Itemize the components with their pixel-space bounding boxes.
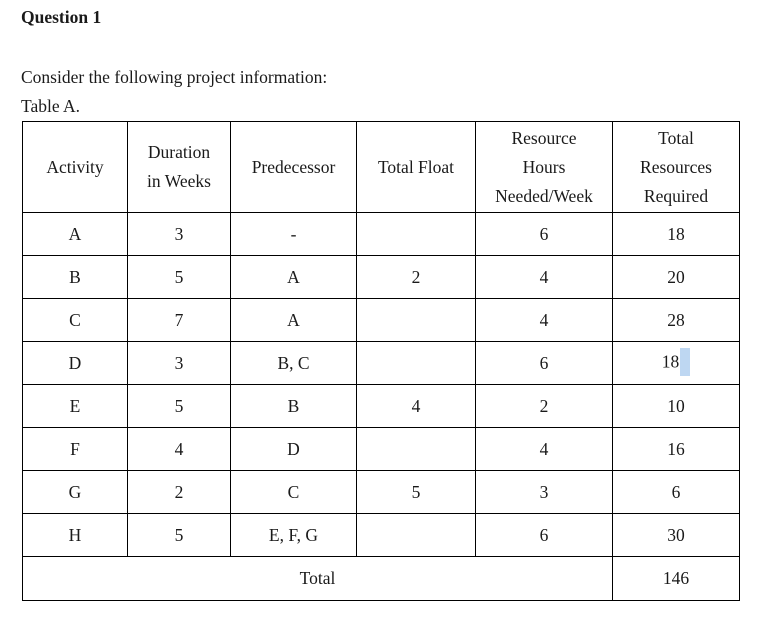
table-row-e: E 5 B 4 2 10: [22, 384, 740, 428]
cell-total-float: [356, 513, 476, 557]
table-caption: Table A.: [21, 96, 81, 116]
header-total-resources: Total Resources Required: [612, 121, 740, 213]
cell-duration: 4: [127, 427, 231, 471]
table-footer-value: 146: [612, 556, 740, 601]
cell-resource-hours: 3: [475, 470, 613, 514]
cell-activity: D: [22, 341, 128, 385]
intro-text: Consider the following project informati…: [21, 67, 328, 87]
cell-resource-hours: 2: [475, 384, 613, 428]
table-row-c: C 7 A 4 28: [22, 298, 740, 342]
cell-activity: C: [22, 298, 128, 342]
cell-activity: H: [22, 513, 128, 557]
intro-block: Consider the following project informati…: [21, 63, 748, 121]
cell-total-float: 5: [356, 470, 476, 514]
cell-resource-hours: 4: [475, 255, 613, 299]
text-selection-highlight: [680, 347, 691, 376]
page-title: Question 1: [21, 7, 102, 27]
table-footer-row: Total 146: [22, 556, 740, 601]
cell-total-resources: 20: [612, 255, 740, 299]
table-row-a: A 3 - 6 18: [22, 212, 740, 256]
header-total-float: Total Float: [356, 121, 476, 213]
table-row-h: H 5 E, F, G 6 30: [22, 513, 740, 557]
table-footer-label: Total: [22, 556, 613, 601]
header-resource-hours: Resource Hours Needed/Week: [475, 121, 613, 213]
cell-total-float: [356, 341, 476, 385]
header-activity: Activity: [22, 121, 128, 213]
cell-activity: F: [22, 427, 128, 471]
table-row-g: G 2 C 5 3 6: [22, 470, 740, 514]
cell-total-float: 4: [356, 384, 476, 428]
cell-total-resources: 28: [612, 298, 740, 342]
cell-value: 18: [661, 351, 680, 372]
cell-duration: 5: [127, 384, 231, 428]
cell-total-float: 2: [356, 255, 476, 299]
table-body: A 3 - 6 18 B 5 A 2 4 20 C 7 A 4 28: [22, 212, 740, 601]
cell-resource-hours: 4: [475, 427, 613, 471]
cell-predecessor: B, C: [230, 341, 357, 385]
cell-activity: A: [22, 212, 128, 256]
cell-predecessor: A: [230, 298, 357, 342]
cell-activity: B: [22, 255, 128, 299]
cell-predecessor: B: [230, 384, 357, 428]
cell-total-resources: 30: [612, 513, 740, 557]
cell-total-resources: 16: [612, 427, 740, 471]
cell-resource-hours: 6: [475, 513, 613, 557]
cell-total-float: [356, 427, 476, 471]
cell-resource-hours: 6: [475, 212, 613, 256]
cell-predecessor: -: [230, 212, 357, 256]
cell-resource-hours: 6: [475, 341, 613, 385]
cell-total-resources: 18: [612, 212, 740, 256]
table-row-d: D 3 B, C 6 18: [22, 341, 740, 385]
cell-duration: 7: [127, 298, 231, 342]
cell-predecessor: C: [230, 470, 357, 514]
cell-duration: 2: [127, 470, 231, 514]
cell-total-resources: 10: [612, 384, 740, 428]
cell-total-float: [356, 298, 476, 342]
cell-activity: G: [22, 470, 128, 514]
cell-predecessor: A: [230, 255, 357, 299]
header-duration-in-weeks: Duration in Weeks: [127, 121, 231, 213]
cell-duration: 5: [127, 513, 231, 557]
table-row-b: B 5 A 2 4 20: [22, 255, 740, 299]
cell-predecessor: D: [230, 427, 357, 471]
document-page: Question 1 Consider the following projec…: [21, 7, 748, 601]
cell-predecessor: E, F, G: [230, 513, 357, 557]
cell-resource-hours: 4: [475, 298, 613, 342]
cell-total-resources: 18: [612, 341, 740, 385]
header-predecessor: Predecessor: [230, 121, 357, 213]
cell-total-resources: 6: [612, 470, 740, 514]
cell-total-float: [356, 212, 476, 256]
table-header: Activity Duration in Weeks Predecessor T…: [22, 121, 740, 213]
cell-activity: E: [22, 384, 128, 428]
table-row-f: F 4 D 4 16: [22, 427, 740, 471]
cell-duration: 3: [127, 341, 231, 385]
project-table-a: Activity Duration in Weeks Predecessor T…: [22, 121, 740, 601]
cell-duration: 3: [127, 212, 231, 256]
header-row: Activity Duration in Weeks Predecessor T…: [22, 121, 740, 213]
cell-duration: 5: [127, 255, 231, 299]
